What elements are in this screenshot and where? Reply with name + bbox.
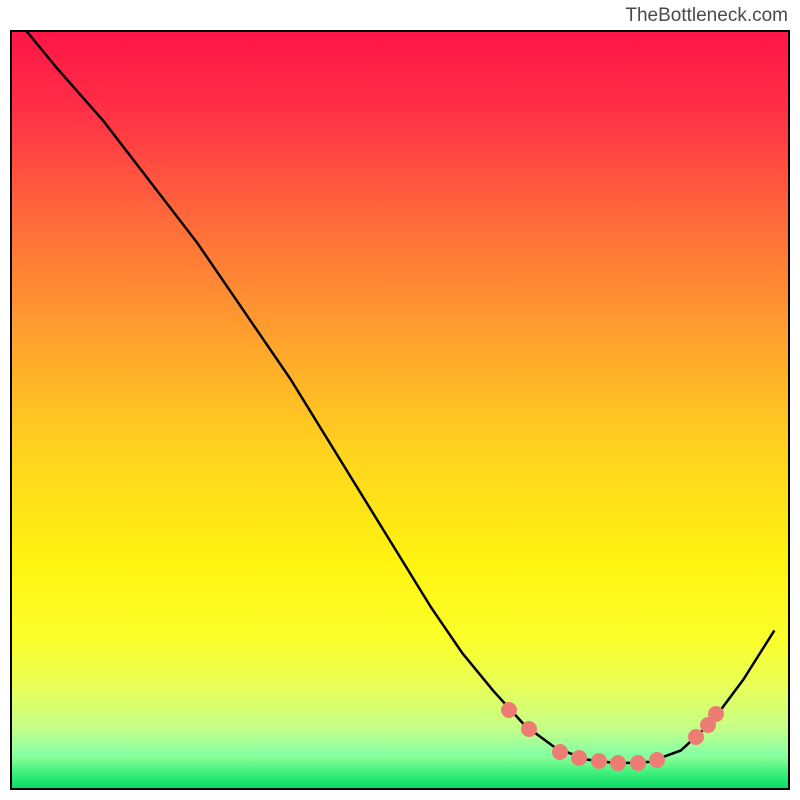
curve-marker <box>501 702 517 718</box>
chart-container: TheBottleneck.com <box>0 0 800 800</box>
curve-marker <box>610 755 626 771</box>
curve-marker <box>521 721 537 737</box>
curve-marker <box>630 755 646 771</box>
curve-marker <box>649 752 665 768</box>
curve-marker <box>571 750 587 766</box>
curve-marker <box>708 706 724 722</box>
curve-marker <box>591 753 607 769</box>
curve-marker <box>552 744 568 760</box>
curve-line <box>10 30 790 790</box>
watermark-text: TheBottleneck.com <box>625 5 788 27</box>
